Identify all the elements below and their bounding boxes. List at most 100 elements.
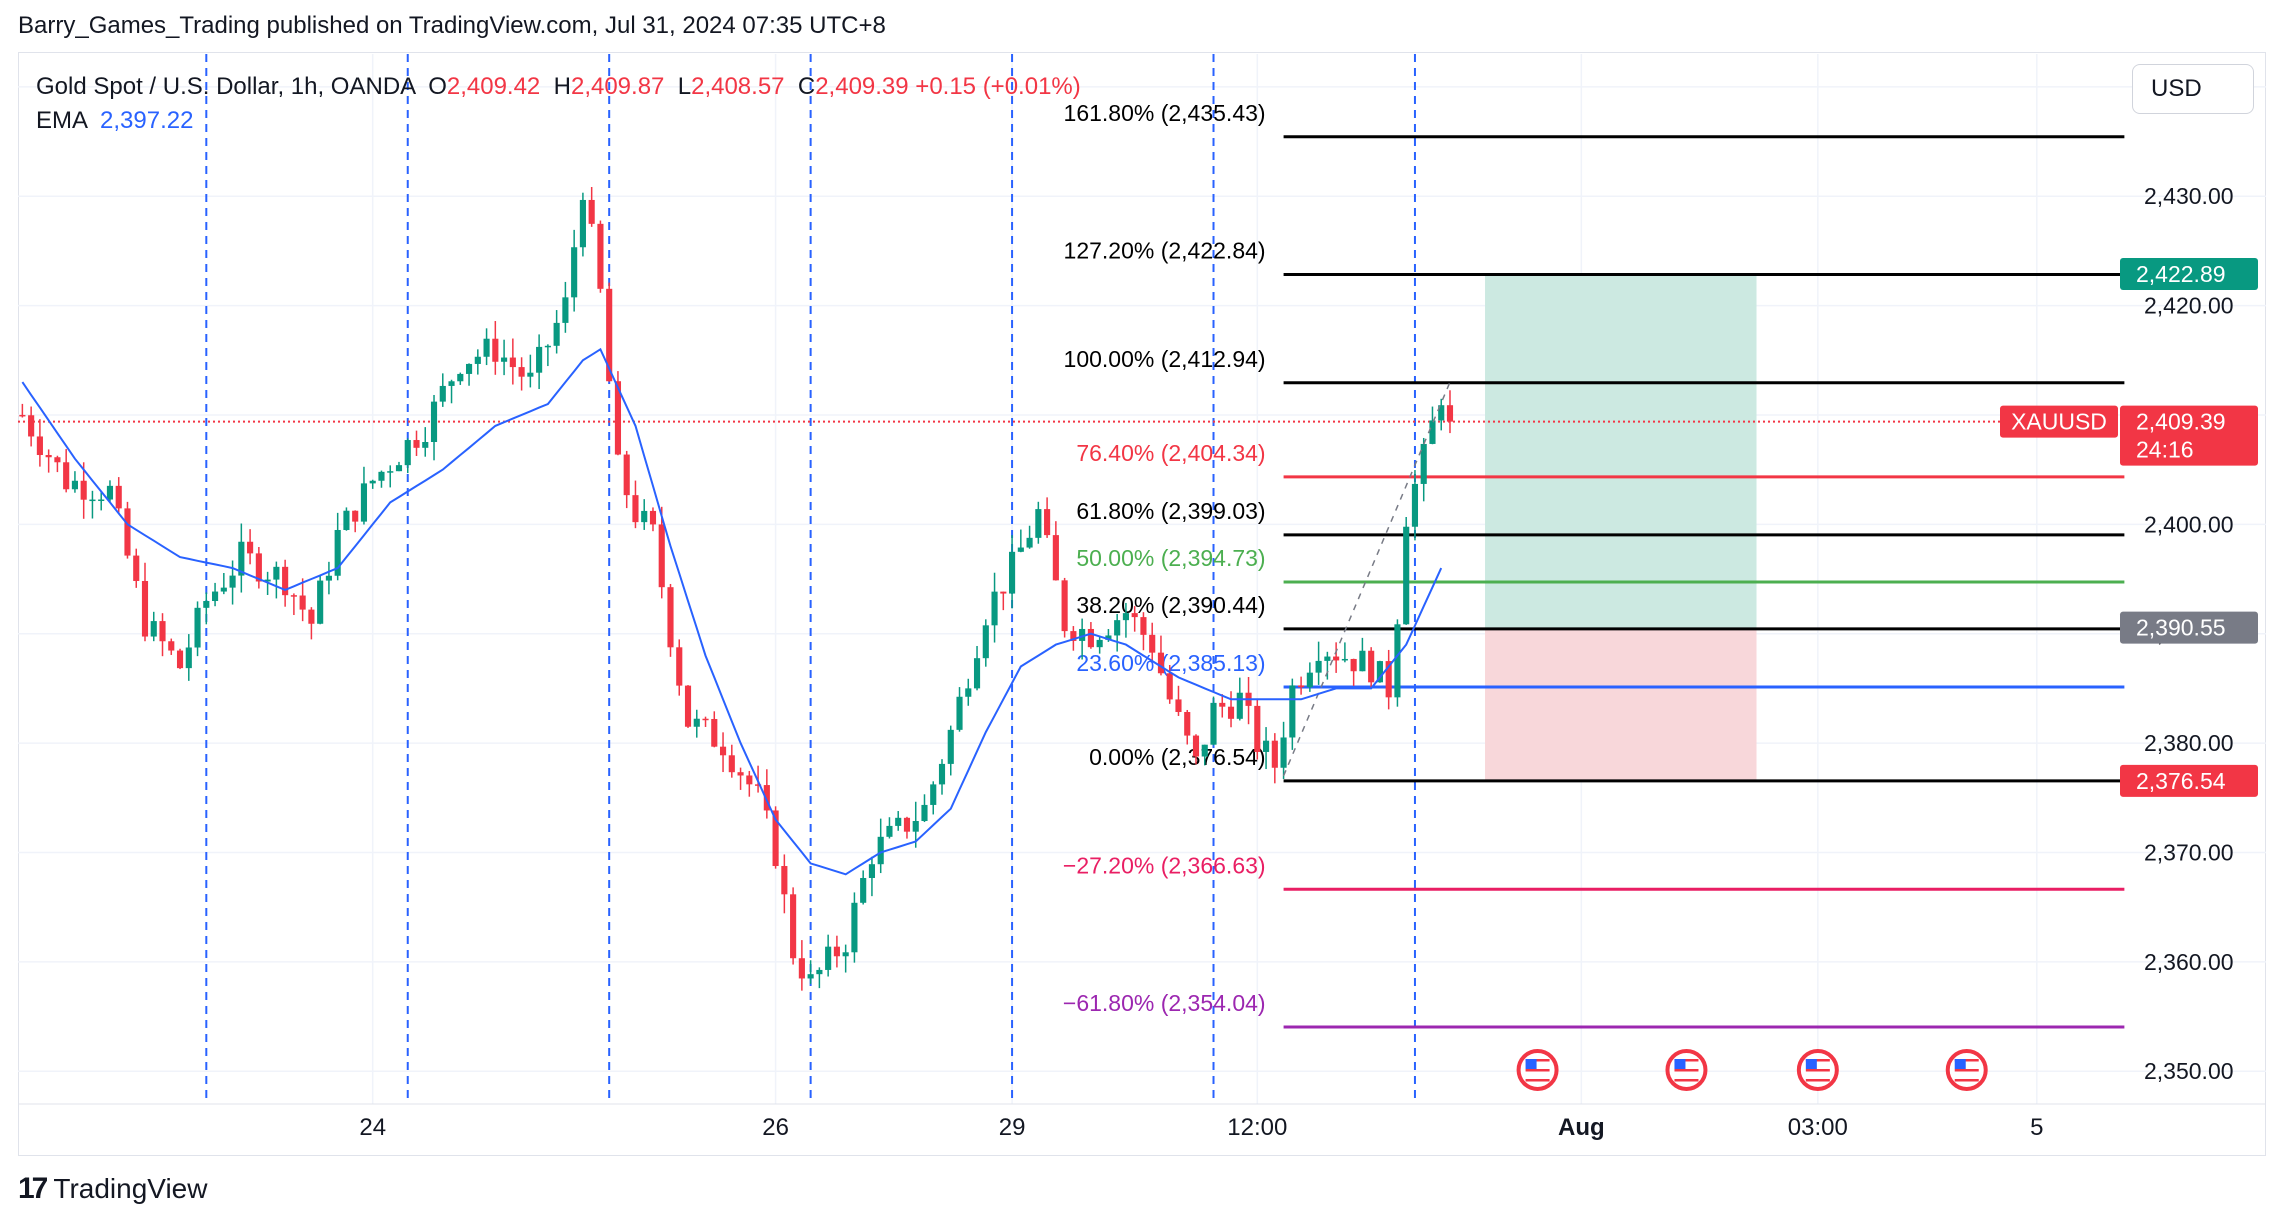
candle-body bbox=[693, 718, 700, 727]
candle-body bbox=[746, 775, 753, 785]
candle-body bbox=[1157, 652, 1165, 674]
candle-body bbox=[1210, 702, 1217, 745]
candle-body bbox=[54, 457, 61, 463]
projection-line bbox=[1282, 381, 1451, 777]
candle-body bbox=[772, 810, 779, 867]
price-label-text: 2,390.55 bbox=[2136, 615, 2226, 641]
candle-body bbox=[676, 647, 683, 686]
us-flag-icon[interactable] bbox=[1945, 1049, 1988, 1091]
candle-body bbox=[1175, 699, 1182, 712]
candles-layer bbox=[19, 186, 1454, 991]
candle-body bbox=[71, 480, 78, 490]
symbol-tag-box bbox=[2000, 405, 2118, 438]
fib-level-label: 0.00% (2,376.54) bbox=[1089, 744, 1265, 770]
candle-body bbox=[1149, 634, 1156, 653]
candle-body bbox=[790, 894, 797, 959]
candle-body bbox=[965, 688, 972, 697]
candle-body bbox=[1184, 711, 1191, 736]
legend-ema-label[interactable]: EMA bbox=[36, 107, 87, 134]
candle-body bbox=[763, 785, 770, 811]
candle-body bbox=[562, 297, 569, 323]
flag-stripe bbox=[1805, 1059, 1830, 1062]
legend-symbol[interactable]: Gold Spot / U.S. Dollar, 1h, OANDA bbox=[36, 73, 415, 100]
price-label-box bbox=[2120, 611, 2258, 644]
candle-body bbox=[290, 595, 297, 597]
y-tick-label: 2,350.00 bbox=[2144, 1058, 2234, 1084]
candle-body bbox=[781, 866, 788, 895]
candle-body bbox=[1114, 620, 1121, 636]
flag-stripe bbox=[1805, 1064, 1830, 1067]
candle-body bbox=[1411, 483, 1419, 527]
candle-body bbox=[247, 541, 254, 554]
candle-body bbox=[1350, 658, 1357, 672]
candle-body bbox=[518, 367, 525, 377]
candle-body bbox=[1271, 740, 1278, 768]
candle-body bbox=[851, 902, 858, 953]
candle-body bbox=[203, 601, 210, 608]
candle-body bbox=[667, 587, 674, 648]
candle-body bbox=[1219, 702, 1226, 707]
candle-body bbox=[89, 499, 96, 502]
us-flag-icon[interactable] bbox=[1516, 1049, 1559, 1091]
stop-zone bbox=[1485, 627, 1757, 781]
footer-brand-name: TradingView bbox=[53, 1173, 208, 1204]
flag-stripe bbox=[1674, 1059, 1699, 1062]
candle-body bbox=[36, 436, 43, 456]
candle-body bbox=[1394, 624, 1401, 698]
candle-body bbox=[956, 696, 963, 730]
ema-line bbox=[21, 347, 1443, 876]
legend-close-value: 2,409.39 bbox=[815, 73, 909, 100]
legend-ema-value: 2,397.22 bbox=[100, 107, 194, 134]
candle-body bbox=[606, 288, 613, 382]
footer-brand[interactable]: 17 TradingView bbox=[18, 1172, 207, 1206]
fib-level-label: 100.00% (2,412.94) bbox=[1064, 346, 1266, 372]
candle-body bbox=[1227, 706, 1235, 719]
candle-body bbox=[413, 440, 420, 448]
candle-body bbox=[317, 580, 324, 624]
candle-body bbox=[1368, 650, 1375, 683]
candle-body bbox=[378, 471, 385, 481]
candle-body bbox=[1201, 744, 1208, 757]
flag-stripe bbox=[1954, 1069, 1979, 1072]
candle-body bbox=[264, 579, 271, 582]
y-tick-label: 2,430.00 bbox=[2144, 183, 2234, 209]
fib-level-label: 50.00% (2,394.73) bbox=[1076, 545, 1265, 571]
candle-body bbox=[509, 357, 516, 368]
candle-body bbox=[868, 864, 876, 878]
legend-ohlc-row: Gold Spot / U.S. Dollar, 1h, OANDA O2,40… bbox=[36, 70, 1081, 104]
us-flag-icon[interactable] bbox=[1665, 1049, 1708, 1091]
candle-body bbox=[168, 641, 175, 651]
candle-body bbox=[1052, 535, 1059, 581]
fib-level-label: 161.80% (2,435.43) bbox=[1064, 100, 1266, 126]
candle-body bbox=[807, 974, 814, 979]
y-tick-label: 2,420.00 bbox=[2144, 293, 2234, 319]
candle-body bbox=[544, 345, 551, 348]
countdown-label: 24:16 bbox=[2136, 437, 2194, 463]
candle-body bbox=[702, 718, 709, 721]
legend-low-label: L bbox=[677, 73, 692, 100]
candle-body bbox=[1403, 526, 1410, 625]
candle-body bbox=[711, 718, 718, 747]
candle-body bbox=[921, 804, 928, 822]
candle-body bbox=[28, 415, 35, 437]
candle-body bbox=[1324, 656, 1331, 661]
candle-body bbox=[1376, 661, 1383, 683]
currency-button[interactable]: USD bbox=[2132, 64, 2254, 114]
us-flag-icon[interactable] bbox=[1796, 1049, 1839, 1091]
price-label-box bbox=[2120, 257, 2258, 290]
candle-body bbox=[536, 346, 543, 373]
candle-body bbox=[448, 381, 455, 386]
candle-body bbox=[728, 755, 735, 773]
candle-body bbox=[185, 647, 192, 669]
candle-body bbox=[825, 946, 832, 970]
candle-body bbox=[282, 566, 289, 596]
candle-body bbox=[1079, 628, 1086, 641]
candle-body bbox=[1438, 405, 1445, 421]
candle-body bbox=[1262, 740, 1270, 752]
target-zone bbox=[1485, 273, 1757, 628]
flag-canton bbox=[1525, 1059, 1537, 1069]
legend-change: +0.15 (+0.01%) bbox=[915, 73, 1081, 100]
flag-stripe bbox=[1674, 1069, 1699, 1072]
candle-body bbox=[649, 510, 657, 525]
